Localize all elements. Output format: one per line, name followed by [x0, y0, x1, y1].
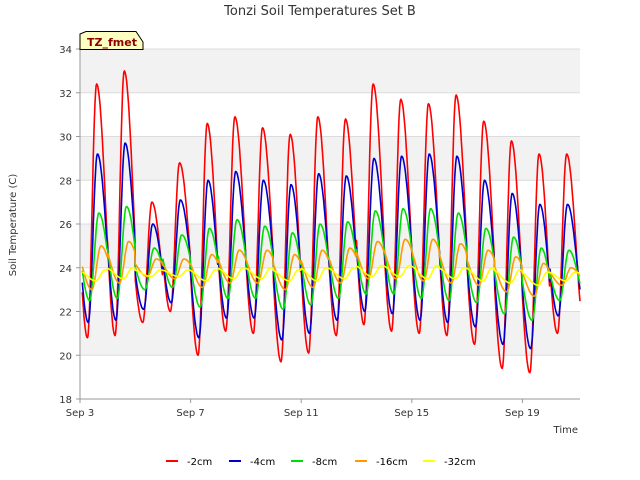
series-line-minus-32cm	[81, 264, 581, 286]
legend-label: -32cm	[444, 457, 476, 468]
x-axis-label: Time	[553, 425, 578, 436]
x-tick-label: Sep 7	[176, 408, 204, 419]
axes: 18 20 22 24 26 28 30 32 34 Sep 3 Sep 7 Sep 11 Sep 15…	[59, 45, 580, 419]
x-tick-label: Sep 19	[505, 408, 540, 419]
y-tick-label: 32	[59, 89, 72, 100]
y-tick-label: 22	[59, 308, 72, 319]
y-tick-label: 20	[59, 351, 72, 362]
legend: -2cm -4cm -8cm -16cm -32cm	[166, 457, 476, 468]
grid-band	[80, 136, 580, 181]
series-lines	[81, 70, 581, 374]
legend-label: -2cm	[187, 457, 212, 468]
x-tick-label: Sep 11	[284, 408, 319, 419]
series-line-minus-2cm	[81, 70, 581, 374]
y-tick-label: 28	[59, 176, 72, 187]
series-line-minus-16cm	[81, 238, 581, 297]
grid-band	[80, 49, 580, 93]
legend-label: -8cm	[312, 457, 337, 468]
site-label-box: TZ_fmet	[79, 31, 144, 50]
y-tick-label: 18	[59, 395, 72, 406]
y-tick-label: 30	[59, 133, 72, 144]
x-tick-label: Sep 15	[394, 408, 429, 419]
x-tick-label: Sep 3	[66, 408, 94, 419]
y-tick-label: 26	[59, 220, 72, 231]
legend-label: -4cm	[250, 457, 275, 468]
series-line-minus-4cm	[81, 142, 581, 350]
y-tick-label: 24	[59, 264, 72, 275]
y-axis-label: Soil Temperature (C)	[8, 174, 19, 277]
chart-title: Tonzi Soil Temperatures Set B	[223, 4, 416, 19]
legend-label: -16cm	[376, 457, 408, 468]
site-label: TZ_fmet	[87, 36, 137, 49]
y-tick-label: 34	[59, 45, 72, 56]
